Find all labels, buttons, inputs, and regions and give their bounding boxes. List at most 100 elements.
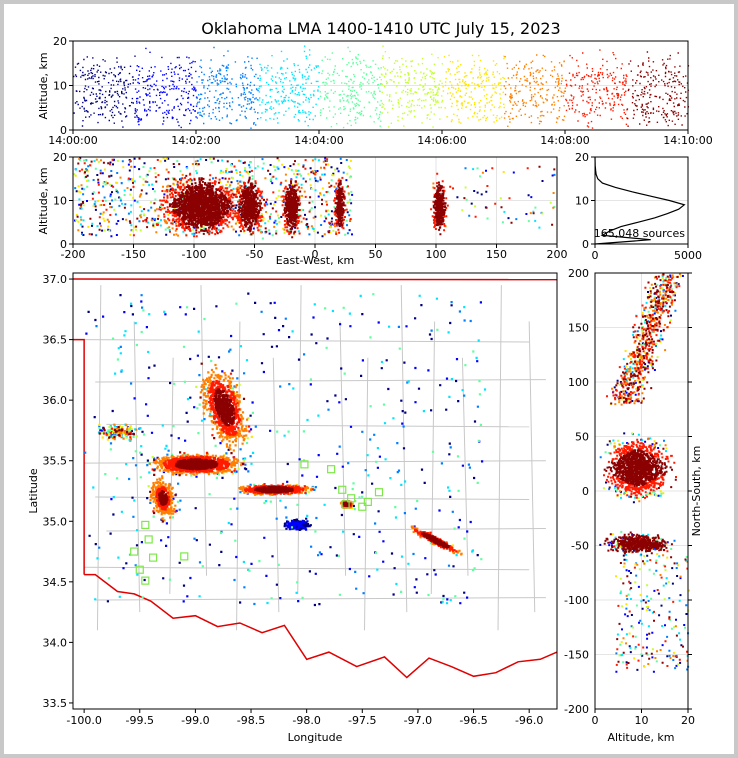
ew-source-color-5 [73, 157, 552, 235]
lon-tick-label: -98.0 [292, 714, 320, 727]
ns-tick-label: 200 [568, 267, 589, 280]
lat-tick-label: 36.0 [43, 394, 68, 407]
lon-tick-label: -99.0 [181, 714, 209, 727]
lma-figure: Oklahoma LMA 1400-1410 UTC July 15, 2023… [27, 19, 713, 744]
lma-station-marker [327, 465, 336, 474]
time-source-color-7 [503, 54, 567, 127]
plan-ylabel: Latitude [27, 468, 40, 514]
source-count-annotation: 165,048 sources [594, 227, 686, 240]
lma-station-marker [338, 485, 347, 494]
county-line [297, 285, 302, 594]
count-tick-label: 5000 [674, 249, 702, 262]
state-border-west [73, 338, 85, 575]
lma-station-marker [130, 547, 139, 556]
time-tick-label: 14:06:00 [417, 134, 466, 147]
lma-station-marker [141, 576, 150, 585]
county-line [364, 357, 369, 631]
county-line [339, 321, 347, 576]
time-ylabel: Altitude, km [37, 52, 50, 119]
plan-xlabel: Longitude [288, 731, 343, 744]
ew-source-color-7 [77, 158, 555, 237]
time-tick-label: 14:00:00 [48, 134, 97, 147]
ew-tick-label: 150 [486, 248, 507, 261]
ns-tick-label: 100 [568, 376, 589, 389]
state-border-north [72, 278, 558, 281]
lat-tick-label: 35.5 [43, 455, 68, 468]
time-source-color-1 [134, 47, 198, 129]
ns-ylabel: North-South, km [690, 446, 703, 537]
ns-source-color-9 [603, 273, 687, 664]
county-line [461, 357, 469, 576]
county-boundaries [84, 285, 546, 631]
alt-tick-label: 10 [575, 195, 589, 208]
time-source-color-2 [196, 46, 259, 129]
ew-tick-label: -200 [61, 248, 86, 261]
county-line [95, 597, 546, 601]
ew-tick-label: 100 [426, 248, 447, 261]
county-line [106, 423, 530, 428]
alt-tick-label: 0 [592, 714, 599, 727]
ns-tick-label: -200 [564, 703, 589, 716]
lma-station-marker [374, 488, 384, 497]
lma-station-marker [135, 565, 144, 574]
lon-tick-label: -99.5 [126, 714, 154, 727]
count-tick-label: 0 [592, 249, 599, 262]
lma-station-marker [180, 552, 189, 561]
lat-tick-label: 35.0 [43, 515, 68, 528]
county-line [106, 528, 546, 532]
lat-tick-label: 34.0 [43, 636, 68, 649]
time-source-color-3 [258, 45, 320, 127]
lat-tick-label: 36.5 [43, 334, 68, 347]
lat-tick-label: 34.5 [43, 576, 68, 589]
ew-ylabel: Altitude, km [37, 167, 50, 234]
histogram-line [594, 156, 686, 245]
ew-tick-label: -100 [182, 248, 207, 261]
county-line [95, 379, 546, 383]
alt-tick-label: 20 [575, 151, 589, 164]
county-line [497, 285, 502, 631]
ew-source-color-8 [78, 158, 529, 238]
time-source-color-4 [319, 46, 382, 129]
county-line [430, 321, 436, 594]
ns-tick-label: -150 [564, 649, 589, 662]
lma-station-marker [358, 502, 367, 511]
lma-station-marker [149, 553, 158, 562]
alt-tick-label: 20 [681, 714, 695, 727]
county-line [528, 321, 536, 613]
ns-xlabel: Altitude, km [607, 731, 674, 744]
lma-station-marker [347, 494, 356, 503]
ew-tick-label: 200 [547, 248, 568, 261]
ew-source-color-9 [76, 157, 556, 239]
county-line [84, 566, 530, 571]
lon-tick-label: -98.5 [237, 714, 265, 727]
east-west-altitude-panel: -200 -150 -100 -50 0 50 100 150 200 0 10 20 [53, 151, 568, 261]
altitude-histogram-panel: 165,048 sources 0 5000 0 10 20 [575, 151, 702, 262]
state-border-south [84, 573, 558, 679]
north-south-altitude-panel: 0 10 20 -200 -150 -100 -50 0 50 100 150 200 [564, 267, 695, 727]
ew-tick-label: 50 [369, 248, 383, 261]
axes-frame [72, 272, 558, 710]
time-source-color-5 [380, 45, 444, 128]
lma-station-marker [341, 500, 350, 509]
ew-tick-label: 0 [312, 248, 319, 261]
lon-tick-label: -96.0 [515, 714, 543, 727]
ew-xlabel: East-West, km [276, 254, 354, 267]
alt-tick-label: 10 [53, 195, 67, 208]
ns-tick-label: -50 [571, 540, 589, 553]
time-source-color-8 [565, 49, 628, 129]
lma-station-marker [144, 535, 153, 544]
lon-tick-label: -97.5 [348, 714, 376, 727]
lon-tick-label: -100.0 [66, 714, 101, 727]
county-line [96, 285, 102, 631]
lma-station-marker [300, 460, 309, 469]
county-line [200, 285, 208, 576]
alt-tick-label: 0 [60, 124, 67, 137]
ew-source-color-1 [74, 157, 554, 238]
lma-station-marker [141, 520, 150, 530]
lon-tick-label: -97.0 [404, 714, 432, 727]
county-line [272, 357, 280, 613]
lat-tick-label: 37.0 [43, 273, 68, 286]
lon-tick-label: -96.5 [459, 714, 487, 727]
figure-frame: Oklahoma LMA 1400-1410 UTC July 15, 2023… [4, 4, 734, 754]
chart-title: Oklahoma LMA 1400-1410 UTC July 15, 2023 [201, 19, 560, 38]
